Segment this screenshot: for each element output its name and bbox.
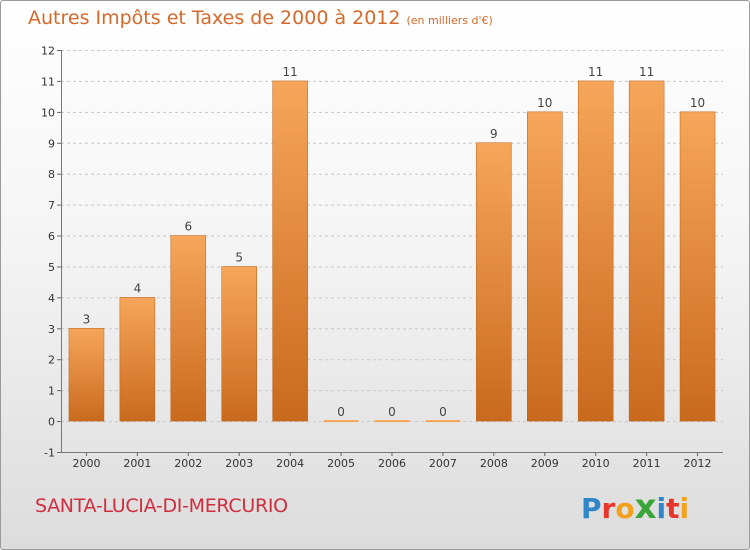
x-tick-label: 2012 [684, 457, 712, 470]
bar [374, 420, 410, 423]
y-tick-label: 5 [48, 261, 55, 274]
y-tick-label: 9 [48, 137, 55, 150]
x-tick-label: 2001 [123, 457, 151, 470]
logo-letter: r [601, 492, 616, 525]
data-label: 5 [235, 250, 243, 264]
bar [476, 142, 512, 422]
data-label: 0 [439, 405, 447, 419]
logo-letter: P [581, 492, 602, 525]
labels: 3 4 6 5 11 0 0 0 9 10 11 11 10 [83, 65, 706, 419]
y-tick-label: 3 [48, 323, 55, 336]
data-label: 3 [83, 312, 91, 326]
y-tick-label: 7 [48, 199, 55, 212]
x-tick-label: 2003 [225, 457, 253, 470]
logo-letter: i [656, 492, 667, 525]
bar [425, 420, 461, 423]
x-tick-label: 2010 [582, 457, 610, 470]
y-tick-label: 6 [48, 230, 55, 243]
bar [221, 266, 257, 422]
data-label: 10 [690, 96, 705, 110]
chart-title: Autres Impôts et Taxes de 2000 à 2012 (en… [28, 7, 493, 29]
plot-area [61, 50, 723, 452]
x-tick-label: 2008 [480, 457, 508, 470]
data-label: 0 [337, 405, 345, 419]
x-tick-label: 2004 [276, 457, 304, 470]
x-tick-label: 2009 [531, 457, 559, 470]
proxiti-logo[interactable]: Proxiti [581, 487, 689, 527]
x-tick-label: 2007 [429, 457, 457, 470]
data-label: 4 [134, 281, 142, 295]
x-tick-label: 2002 [174, 457, 202, 470]
y-tick-label: 8 [48, 168, 55, 181]
data-label: 0 [388, 405, 396, 419]
bars [68, 80, 716, 423]
bar [119, 297, 156, 422]
chart-unit: (en milliers d'€) [406, 14, 493, 27]
logo-letter: x [634, 487, 657, 527]
logo-letter: t [666, 492, 680, 525]
commune-name: SANTA-LUCIA-DI-MERCURIO [35, 495, 288, 517]
y-tick-label: -1 [44, 447, 55, 460]
x-tick-label: 2000 [72, 457, 100, 470]
x-tick-label: 2011 [633, 457, 661, 470]
data-label: 11 [639, 65, 654, 79]
y-tick-label: 11 [41, 75, 55, 88]
y-tick-label: 2 [48, 354, 55, 367]
grid-lines [61, 50, 723, 453]
bar [170, 235, 207, 422]
x-tick-label: 2005 [327, 457, 355, 470]
y-tick-label: 4 [48, 292, 55, 305]
bar [323, 420, 359, 423]
bar [272, 80, 308, 422]
bar [68, 328, 105, 422]
logo-letter: i [679, 492, 690, 525]
data-label: 9 [490, 127, 498, 141]
bar [577, 80, 614, 422]
logo-letter: o [615, 492, 635, 525]
chart-title-text: Autres Impôts et Taxes de 2000 à 2012 [28, 7, 401, 29]
y-tick-label: 1 [48, 385, 55, 398]
data-label: 11 [588, 65, 603, 79]
bar [527, 111, 563, 422]
y-tick-label: 0 [48, 416, 55, 429]
data-label: 11 [283, 65, 298, 79]
data-label: 6 [184, 220, 192, 234]
data-label: 10 [537, 96, 552, 110]
bar [628, 80, 665, 422]
x-tick-label: 2006 [378, 457, 406, 470]
y-tick-label: 12 [41, 45, 55, 58]
y-tick-label: 10 [41, 106, 55, 119]
bar [679, 111, 716, 422]
